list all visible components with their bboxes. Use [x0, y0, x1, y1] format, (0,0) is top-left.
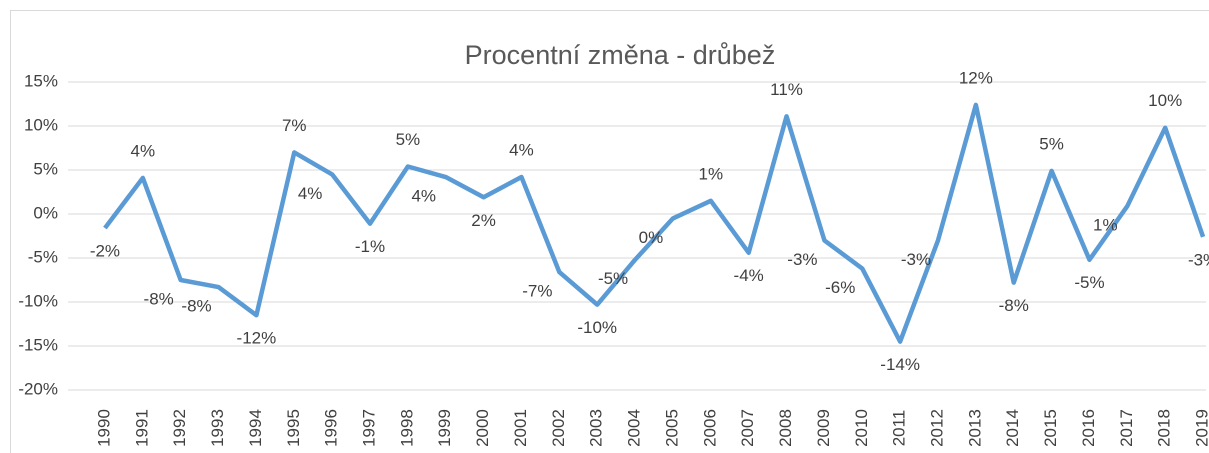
data-label: 4%	[411, 187, 436, 206]
y-tick-label: -20%	[18, 379, 58, 398]
x-tick-label: 2001	[511, 409, 530, 447]
data-label: 10%	[1148, 91, 1182, 110]
data-label: -6%	[825, 278, 855, 297]
y-tick-label: 15%	[24, 71, 58, 90]
x-tick-label: 1991	[132, 409, 151, 447]
chart-frame	[10, 10, 1209, 453]
x-tick-label: 2002	[549, 409, 568, 447]
data-label: 4%	[509, 141, 534, 160]
y-tick-label: 5%	[33, 159, 58, 178]
y-tick-label: 0%	[33, 203, 58, 222]
data-label: 5%	[396, 130, 421, 149]
x-tick-label: 1990	[94, 409, 113, 447]
x-tick-label: 1997	[359, 409, 378, 447]
data-label: -8%	[999, 296, 1029, 315]
x-tick-label: 1993	[208, 409, 227, 447]
data-label: -1%	[355, 237, 385, 256]
data-label: 5%	[1039, 134, 1064, 153]
y-tick-label: -5%	[28, 247, 58, 266]
data-label: 12%	[959, 68, 993, 87]
x-tick-label: 2013	[965, 409, 984, 447]
x-tick-label: 2016	[1079, 409, 1098, 447]
x-tick-label: 2008	[776, 409, 795, 447]
data-label: 7%	[282, 116, 307, 135]
data-label: -12%	[237, 329, 277, 348]
x-tick-label: 2003	[587, 409, 606, 447]
data-label: -3%	[901, 250, 931, 269]
data-label: 0%	[639, 228, 664, 247]
data-label: -8%	[181, 297, 211, 316]
x-tick-label: 2010	[852, 409, 871, 447]
x-tick-label: 2009	[814, 409, 833, 447]
x-tick-label: 2012	[927, 409, 946, 447]
x-tick-label: 2017	[1117, 409, 1136, 447]
data-label: -4%	[734, 266, 764, 285]
data-label: -8%	[144, 289, 174, 308]
data-label: -2%	[90, 242, 120, 261]
x-tick-label: 2000	[473, 409, 492, 447]
chart-title: Procentní změna - drůbež	[465, 40, 776, 70]
x-tick-label: 1992	[170, 409, 189, 447]
data-label: 4%	[131, 141, 156, 160]
data-label: -7%	[522, 282, 552, 301]
line	[103, 102, 1206, 344]
y-tick-label: -10%	[18, 291, 58, 310]
data-label: -5%	[598, 269, 628, 288]
data-label: -14%	[880, 355, 920, 374]
data-label: -3%	[1188, 250, 1209, 269]
x-tick-label: 2005	[662, 409, 681, 447]
x-tick-label: 2007	[738, 409, 757, 447]
x-tick-label: 1998	[397, 409, 416, 447]
data-label: 2%	[471, 211, 496, 230]
data-label: -5%	[1074, 273, 1104, 292]
x-tick-label: 2018	[1155, 409, 1174, 447]
x-tick-label: 1995	[284, 409, 303, 447]
x-tick-label: 2015	[1041, 409, 1060, 447]
x-tick-label: 2006	[700, 409, 719, 447]
data-label: -10%	[577, 318, 617, 337]
data-label: 1%	[1093, 216, 1118, 235]
x-tick-label: 2004	[625, 409, 644, 447]
x-tick-label: 1996	[322, 409, 341, 447]
x-tick-label: 1994	[246, 409, 265, 447]
data-label: 4%	[298, 184, 323, 203]
data-label: 1%	[699, 164, 724, 183]
data-label: -3%	[787, 250, 817, 269]
y-tick-label: -15%	[18, 335, 58, 354]
x-tick-label: 2014	[1003, 409, 1022, 447]
x-tick-label: 2011	[890, 410, 909, 447]
x-tick-label: 1999	[435, 409, 454, 447]
x-tick-label: 2019	[1193, 409, 1209, 447]
data-label: 11%	[770, 80, 803, 99]
y-tick-label: 10%	[24, 115, 58, 134]
